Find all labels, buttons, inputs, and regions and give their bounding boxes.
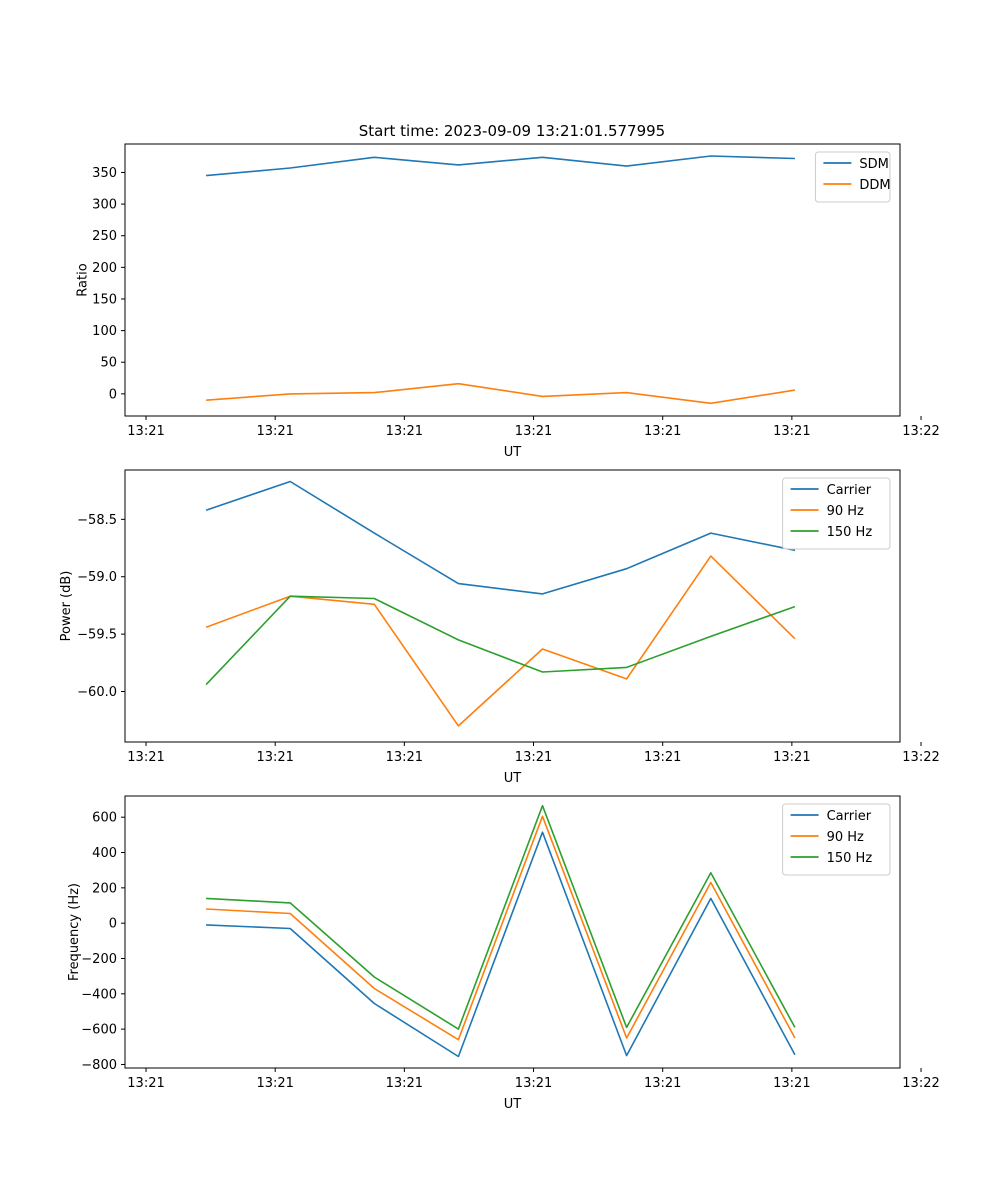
subplot-1-ylabel: Ratio <box>75 263 90 296</box>
subplot-3-series-90-hz-line <box>206 815 796 1041</box>
subplot-1-ytick-label: 300 <box>92 198 117 213</box>
subplot-3-legend-label: Carrier <box>827 809 872 824</box>
subplot-3-legend-label: 90 Hz <box>827 830 864 845</box>
subplot-3-ylabel: Frequency (Hz) <box>67 883 82 981</box>
subplot-1-ytick-label: 150 <box>92 292 117 307</box>
plots: 13:21 13:21 13:21 13:21 13:21 13:21 13:22 0 50 10… <box>59 143 940 1112</box>
subplot-1-xtick-label: 13:21 <box>515 424 552 439</box>
subplot-1-series-ddm-line <box>206 382 796 405</box>
subplot-3-series-carrier-line <box>206 831 796 1058</box>
subplot-3-axes-frame <box>124 795 901 1069</box>
subplot-1-xtick-label: 13:21 <box>127 424 164 439</box>
subplot-2-ytick-label: −59.0 <box>77 570 117 585</box>
subplot-3-xtick-label: 13:21 <box>127 1076 164 1091</box>
subplot-1-xtick-label: 13:21 <box>773 424 810 439</box>
subplot-1-legend-label: DDM <box>859 178 890 193</box>
subplot-1-xtick-label: 13:21 <box>256 424 293 439</box>
subplot-3-xlabel: UT <box>504 1097 522 1112</box>
subplot-3-ytick-label: 400 <box>92 846 117 861</box>
subplot-1-xlabel: UT <box>504 445 522 460</box>
subplot-2-xtick-label: 13:21 <box>773 750 810 765</box>
subplot-2-legend-label: 150 Hz <box>827 525 873 540</box>
subplot-2-xtick-label: 13:22 <box>902 750 939 765</box>
subplot-1-ytick-label: 200 <box>92 261 117 276</box>
subplot-2-series-150-hz-line <box>205 595 796 686</box>
subplot-1-ytick-label: 50 <box>100 356 117 371</box>
subplot-3-ytick-label: 200 <box>92 881 117 896</box>
subplot-2-legend-label: Carrier <box>827 483 872 498</box>
subplot-1-xtick-label: 13:22 <box>902 424 939 439</box>
subplot-1-ytick-label: 350 <box>92 166 117 181</box>
subplot-2-legend: Carrier 90 Hz 150 Hz <box>782 477 891 550</box>
subplot-2-xlabel: UT <box>504 771 522 786</box>
subplot-1-legend-box <box>814 151 891 203</box>
subplot-2-xtick-label: 13:21 <box>515 750 552 765</box>
subplot-3-ytick-label: 600 <box>92 811 117 826</box>
subplot-1-ytick-label: 0 <box>109 387 117 402</box>
subplot-2-axes-frame <box>124 469 901 743</box>
subplot-3-xtick-label: 13:22 <box>902 1076 939 1091</box>
subplot-1-ytick-label: 100 <box>92 324 117 339</box>
subplot-3-legend-label: 150 Hz <box>827 851 873 866</box>
subplot-3-ytick-label: −400 <box>81 987 117 1002</box>
subplot-2-series-carrier-line <box>205 480 796 595</box>
subplot-3-xtick-label: 13:21 <box>515 1076 552 1091</box>
subplot-1-xtick-label: 13:21 <box>644 424 681 439</box>
subplot-2-legend-label: 90 Hz <box>827 504 864 519</box>
subplot-3-ytick-label: 0 <box>109 917 117 932</box>
subplot-1: 13:21 13:21 13:21 13:21 13:21 13:21 13:22 0 50 10… <box>75 143 940 460</box>
subplot-2-series-90-hz-line <box>205 555 796 727</box>
chart-title: Start time: 2023-09-09 13:21:01.577995 <box>359 122 665 140</box>
subplot-3-legend: Carrier 90 Hz 150 Hz <box>782 803 891 876</box>
subplot-1-legend-label: SDM <box>859 157 888 172</box>
subplot-1-ytick-label: 250 <box>92 229 117 244</box>
subplot-1-legend: SDM DDM <box>814 151 891 203</box>
subplot-3: 13:21 13:21 13:21 13:21 13:21 13:21 13:22 −800 −… <box>67 795 940 1112</box>
subplot-2: 13:21 13:21 13:21 13:21 13:21 13:21 13:22 −60.0… <box>59 469 940 786</box>
subplot-2-xtick-label: 13:21 <box>127 750 164 765</box>
subplot-3-xtick-label: 13:21 <box>773 1076 810 1091</box>
subplot-3-ytick-label: −200 <box>81 952 117 967</box>
subplot-2-ytick-label: −60.0 <box>77 685 117 700</box>
subplot-1-series-sdm-line <box>206 155 795 177</box>
subplot-3-xtick-label: 13:21 <box>386 1076 423 1091</box>
subplot-2-ylabel: Power (dB) <box>59 571 74 642</box>
subplot-3-xtick-label: 13:21 <box>644 1076 681 1091</box>
subplot-2-xtick-label: 13:21 <box>256 750 293 765</box>
subplot-3-series-150-hz-line <box>206 804 796 1030</box>
subplot-1-axes-frame <box>124 143 901 417</box>
subplot-3-ytick-label: −600 <box>81 1023 117 1038</box>
subplot-2-ytick-label: −58.5 <box>77 513 117 528</box>
subplot-2-xtick-label: 13:21 <box>386 750 423 765</box>
subplot-3-xtick-label: 13:21 <box>256 1076 293 1091</box>
subplot-3-ytick-label: −800 <box>81 1058 117 1073</box>
subplot-2-xtick-label: 13:21 <box>644 750 681 765</box>
subplot-2-ytick-label: −59.5 <box>77 628 117 643</box>
subplot-1-xtick-label: 13:21 <box>386 424 423 439</box>
